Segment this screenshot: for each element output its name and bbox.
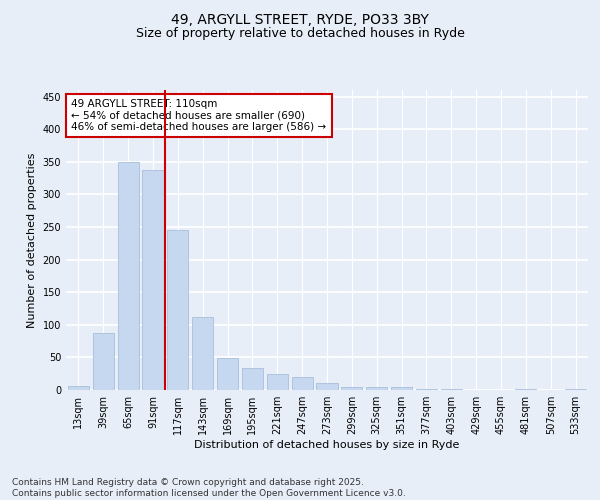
Bar bbox=[217, 358, 238, 390]
Bar bbox=[68, 386, 89, 390]
Text: 49 ARGYLL STREET: 110sqm
← 54% of detached houses are smaller (690)
46% of semi-: 49 ARGYLL STREET: 110sqm ← 54% of detach… bbox=[71, 99, 326, 132]
Bar bbox=[366, 386, 387, 390]
Text: 49, ARGYLL STREET, RYDE, PO33 3BY: 49, ARGYLL STREET, RYDE, PO33 3BY bbox=[171, 12, 429, 26]
Bar bbox=[316, 384, 338, 390]
Bar bbox=[142, 170, 164, 390]
Text: Contains HM Land Registry data © Crown copyright and database right 2025.
Contai: Contains HM Land Registry data © Crown c… bbox=[12, 478, 406, 498]
Bar bbox=[242, 368, 263, 390]
Text: Size of property relative to detached houses in Ryde: Size of property relative to detached ho… bbox=[136, 28, 464, 40]
Bar bbox=[267, 374, 288, 390]
Bar bbox=[167, 230, 188, 390]
X-axis label: Distribution of detached houses by size in Ryde: Distribution of detached houses by size … bbox=[194, 440, 460, 450]
Bar bbox=[118, 162, 139, 390]
Bar bbox=[292, 377, 313, 390]
Bar bbox=[192, 317, 213, 390]
Y-axis label: Number of detached properties: Number of detached properties bbox=[27, 152, 37, 328]
Bar bbox=[93, 332, 114, 390]
Bar bbox=[416, 388, 437, 390]
Bar bbox=[391, 388, 412, 390]
Bar bbox=[341, 386, 362, 390]
